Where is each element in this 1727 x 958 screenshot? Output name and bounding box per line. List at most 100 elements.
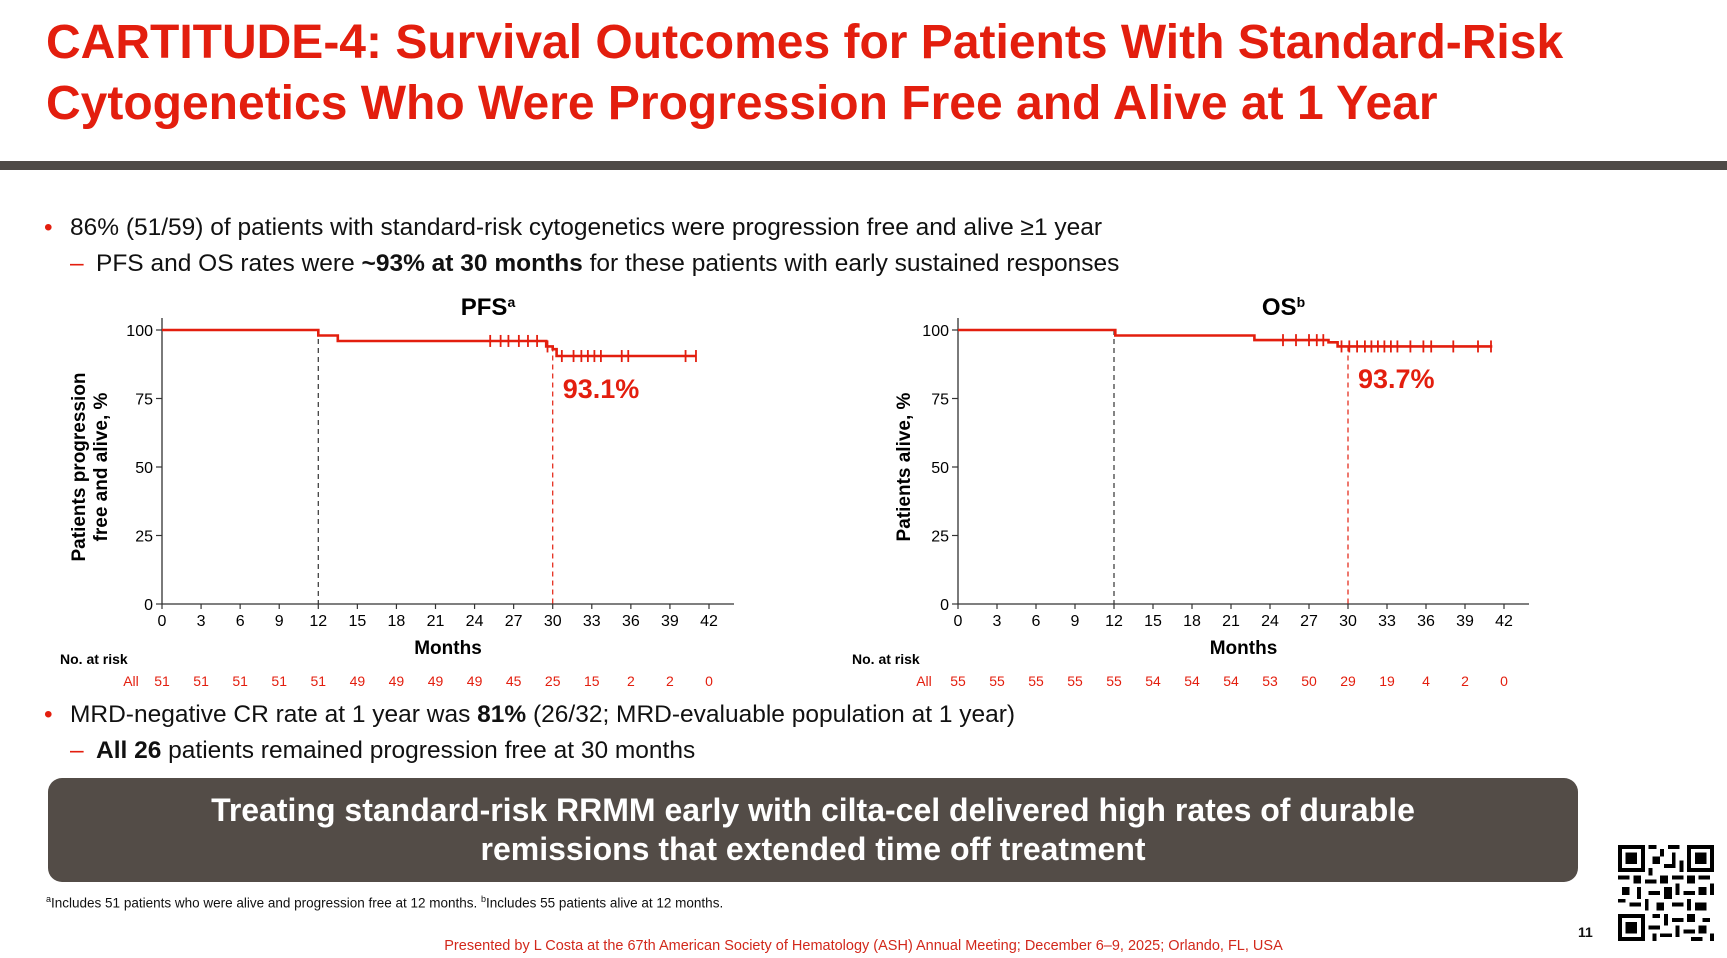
dash-marker: – (70, 250, 84, 277)
x-tick-label: 15 (1144, 613, 1162, 630)
subbullet-all-26: – All 26 patients remained progression f… (70, 736, 696, 766)
at-risk-value: 51 (193, 673, 209, 689)
bullet-text-post: (26/32; MRD-evaluable population at 1 ye… (526, 701, 1016, 728)
at-risk-value: 51 (232, 673, 248, 689)
x-tick-label: 30 (1339, 613, 1357, 630)
at-risk-value: 55 (950, 673, 966, 689)
presented-by-line: Presented by L Costa at the 67th America… (444, 938, 1283, 954)
x-tick-label: 12 (1105, 613, 1123, 630)
x-tick-label: 9 (1071, 613, 1080, 630)
x-tick-label: 0 (158, 613, 167, 630)
y-tick-label: 25 (135, 529, 153, 546)
footnote-mark-a: a (46, 894, 52, 904)
x-tick-label: 0 (954, 613, 963, 630)
at-risk-value: 49 (350, 673, 366, 689)
banner-line-2: remissions that extended time off treatm… (480, 831, 1146, 867)
y-tick-label: 100 (922, 323, 949, 340)
footnote-mark-b: b (481, 894, 487, 904)
y-tick-label: 50 (135, 460, 153, 477)
x-tick-label: 27 (1300, 613, 1318, 630)
banner-line-1: Treating standard-risk RRMM early with c… (211, 792, 1415, 828)
x-tick-label: 9 (275, 613, 284, 630)
at-risk-value: 2 (1461, 673, 1469, 689)
y-tick-label: 25 (931, 529, 949, 546)
footnote-text-a: Includes 51 patients who were alive and … (51, 895, 482, 911)
page-number: 11 (1578, 924, 1593, 940)
x-tick-label: 39 (1456, 613, 1474, 630)
x-tick-label: 21 (427, 613, 445, 630)
at-risk-value: 55 (989, 673, 1005, 689)
at-risk-value: 25 (545, 673, 561, 689)
dash-marker: – (70, 737, 84, 764)
at-risk-label: No. at risk (60, 651, 128, 667)
at-risk-value: 29 (1340, 673, 1356, 689)
bullet-standard-risk: • 86% (51/59) of patients with standard-… (44, 213, 1103, 243)
x-tick-label: 39 (661, 613, 679, 630)
qr-code-icon[interactable] (1618, 845, 1714, 941)
x-tick-label: 18 (1183, 613, 1201, 630)
y-tick-label: 50 (931, 460, 949, 477)
footnote-text-b: Includes 55 patients alive at 12 months. (486, 895, 724, 911)
at-risk-value: 51 (310, 673, 326, 689)
subbullet-pfs-os-rates: – PFS and OS rates were ~93% at 30 month… (70, 249, 1120, 279)
y-axis-label: Patients alive, % (894, 392, 915, 541)
at-risk-value: 54 (1184, 673, 1200, 689)
at-risk-value: 55 (1106, 673, 1122, 689)
x-tick-label: 36 (1417, 613, 1435, 630)
x-tick-label: 3 (993, 613, 1002, 630)
y-tick-label: 0 (144, 597, 153, 614)
at-risk-value: 19 (1379, 673, 1395, 689)
x-tick-label: 15 (348, 613, 366, 630)
y-axis-label: Patients progressionfree and alive, % (69, 373, 112, 562)
footnote: aIncludes 51 patients who were alive and… (46, 894, 723, 911)
x-tick-label: 6 (1032, 613, 1041, 630)
at-risk-value: 54 (1223, 673, 1239, 689)
at-risk-value: 55 (1067, 673, 1083, 689)
bullet-mrd-negative: • MRD-negative CR rate at 1 year was 81%… (44, 700, 1016, 730)
chart-title: PFSa (461, 294, 516, 321)
x-tick-label: 36 (622, 613, 640, 630)
x-axis-label: Months (1210, 638, 1278, 659)
subbullet-text-bold: ~93% at 30 months (361, 250, 583, 277)
bullet-marker: • (44, 214, 53, 241)
x-axis-label: Months (414, 638, 482, 659)
at-risk-group-name: All (916, 673, 932, 689)
x-tick-label: 24 (466, 613, 484, 630)
at-risk-value: 51 (154, 673, 170, 689)
key-takeaway-banner: Treating standard-risk RRMM early with c… (48, 778, 1578, 882)
at-risk-group-name: All (123, 673, 139, 689)
survival-rate-annotation: 93.1% (563, 374, 640, 404)
at-risk-value: 55 (1028, 673, 1044, 689)
at-risk-value: 50 (1301, 673, 1317, 689)
x-tick-label: 21 (1222, 613, 1240, 630)
slide-title: CARTITUDE-4: Survival Outcomes for Patie… (46, 12, 1696, 134)
bullet-text: 86% (51/59) of patients with standard-ri… (70, 214, 1103, 241)
at-risk-value: 53 (1262, 673, 1278, 689)
x-tick-label: 30 (544, 613, 562, 630)
title-line-1: CARTITUDE-4: Survival Outcomes for Patie… (46, 16, 1564, 69)
subbullet-text-post: patients remained progression free at 30… (161, 737, 696, 764)
x-tick-label: 42 (700, 613, 718, 630)
title-line-2: Cytogenetics Who Were Progression Free a… (46, 77, 1438, 130)
x-tick-label: 33 (1378, 613, 1396, 630)
y-tick-label: 0 (940, 597, 949, 614)
x-tick-label: 33 (583, 613, 601, 630)
bullet-text-pre: MRD-negative CR rate at 1 year was (70, 701, 478, 728)
at-risk-value: 54 (1145, 673, 1161, 689)
at-risk-value: 45 (506, 673, 522, 689)
at-risk-value: 4 (1422, 673, 1430, 689)
x-tick-label: 18 (388, 613, 406, 630)
at-risk-value: 51 (271, 673, 287, 689)
subbullet-text-pre: PFS and OS rates were (96, 250, 362, 277)
at-risk-value: 2 (666, 673, 674, 689)
at-risk-value: 49 (428, 673, 444, 689)
x-tick-label: 42 (1495, 613, 1513, 630)
x-tick-label: 6 (236, 613, 245, 630)
at-risk-label: No. at risk (852, 651, 920, 667)
x-tick-label: 24 (1261, 613, 1279, 630)
bullet-marker: • (44, 701, 53, 728)
y-tick-label: 75 (931, 392, 949, 409)
subbullet-text-post: for these patients with early sustained … (582, 250, 1120, 277)
at-risk-value: 15 (584, 673, 600, 689)
